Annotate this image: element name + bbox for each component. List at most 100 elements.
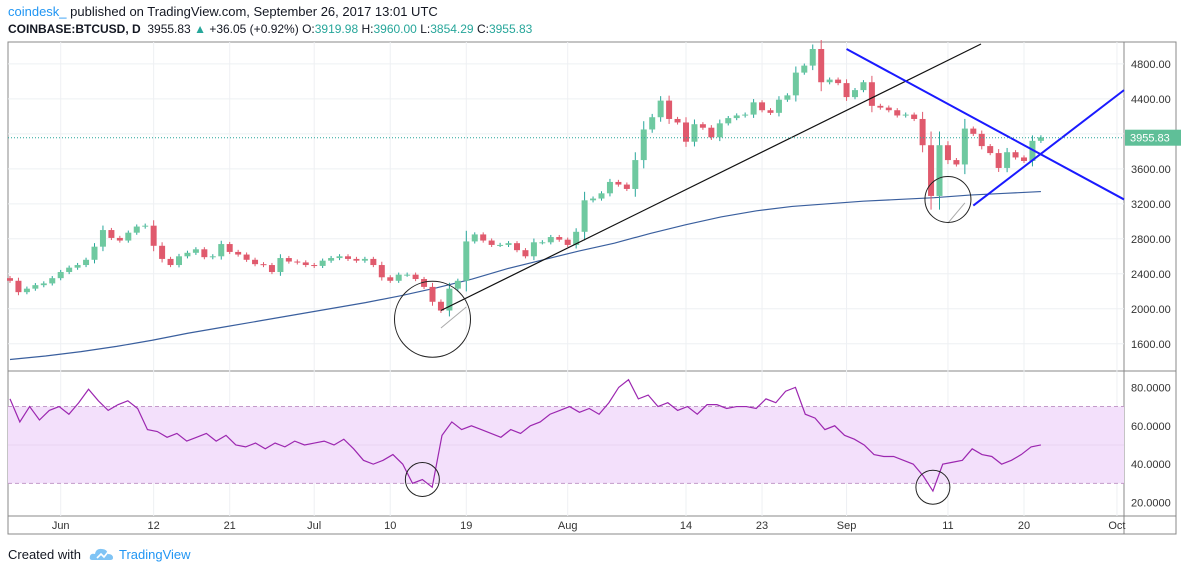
price-tick-label: 1600.00 [1131, 339, 1171, 351]
price-tick-label: 2000.00 [1131, 304, 1171, 316]
high-label: H: [361, 22, 374, 36]
candle [522, 250, 529, 257]
open-label: O: [302, 22, 315, 36]
candle [615, 181, 622, 185]
candle [488, 240, 495, 245]
candle [868, 82, 875, 106]
published-text: published on TradingView.com, September … [70, 4, 438, 19]
ohlc-bar: COINBASE:BTCUSD, D 3955.83 ▲ +36.05 (+0.… [8, 22, 532, 36]
close-label: C: [476, 22, 489, 36]
candle [911, 114, 918, 119]
open-value: 3919.98 [314, 22, 359, 36]
x-tick-label: 20 [1018, 520, 1030, 532]
candle [252, 259, 259, 265]
candle [1012, 152, 1019, 158]
x-tick-label: Aug [558, 520, 578, 532]
candle [674, 118, 681, 123]
candle [463, 241, 470, 281]
candle [23, 288, 30, 293]
candle [809, 48, 816, 66]
x-tick-label: 11 [942, 520, 953, 532]
candle [852, 90, 858, 98]
x-tick-label: 19 [460, 520, 472, 532]
candle [683, 122, 689, 142]
candle [437, 301, 444, 311]
rsi-tick-label: 40.0000 [1131, 459, 1171, 471]
candle [961, 128, 968, 165]
candle [539, 242, 546, 244]
candle [767, 110, 774, 113]
candle [775, 99, 782, 113]
rsi-tick-label: 80.0000 [1131, 382, 1171, 394]
candle [894, 110, 901, 116]
candle [581, 200, 588, 232]
footer: Created with TradingView [8, 546, 191, 562]
candle [116, 237, 123, 241]
candle [733, 115, 740, 119]
candle [209, 256, 216, 258]
candle [125, 232, 132, 241]
candle [556, 237, 563, 240]
price-tick-label: 3600.00 [1131, 164, 1171, 176]
candle [970, 128, 977, 134]
rising-trendline [972, 89, 1125, 207]
candle [446, 288, 453, 311]
x-tick-label: Sep [837, 520, 857, 532]
low-value: 3854.29 [430, 22, 474, 36]
candle [99, 230, 106, 247]
candle [928, 145, 935, 196]
candle [750, 102, 757, 115]
rsi-tick-label: 60.0000 [1131, 421, 1171, 433]
candle [784, 95, 791, 100]
candle [944, 145, 951, 161]
candle [66, 267, 73, 273]
candle [480, 234, 487, 241]
candle [590, 198, 597, 201]
candle [395, 274, 402, 281]
candle [108, 230, 115, 238]
candle [192, 249, 199, 253]
x-tick-label: 10 [384, 520, 396, 532]
candle [15, 280, 22, 293]
candle [361, 258, 368, 261]
tradingview-cloud-icon [89, 548, 113, 560]
candle [953, 160, 960, 165]
low-label: L: [420, 22, 431, 36]
candle [268, 265, 275, 273]
candle [421, 279, 428, 287]
candle [801, 65, 808, 73]
candle [387, 277, 394, 281]
candle [57, 272, 64, 279]
x-tick-label: 21 [224, 520, 236, 532]
x-tick-label: Oct [1108, 520, 1125, 532]
candle [336, 256, 343, 259]
author-link[interactable]: coindesk_ [8, 4, 67, 19]
x-tick-label: Jul [307, 520, 321, 532]
candle [759, 102, 766, 111]
candle [328, 258, 335, 261]
support-trendline [440, 43, 982, 312]
candle [471, 234, 478, 242]
candle [429, 286, 436, 302]
candle [226, 244, 233, 252]
candle [995, 153, 1002, 168]
candle [218, 244, 225, 257]
candle [826, 79, 833, 83]
candle [725, 118, 732, 124]
rsi-tick-label: 20.0000 [1131, 498, 1171, 510]
candle [649, 117, 656, 130]
plot-frame [7, 41, 1177, 535]
candle [699, 124, 706, 128]
x-tick-label: Jun [52, 520, 70, 532]
candle [691, 124, 698, 142]
tradingview-link[interactable]: TradingView [118, 546, 191, 562]
candle [345, 256, 351, 259]
candle [7, 278, 13, 281]
candle [1004, 152, 1011, 168]
candle [708, 127, 715, 138]
candle [978, 133, 985, 147]
x-tick-label: 12 [148, 520, 160, 532]
price-tick-label: 2800.00 [1131, 234, 1171, 246]
candle [311, 265, 318, 267]
